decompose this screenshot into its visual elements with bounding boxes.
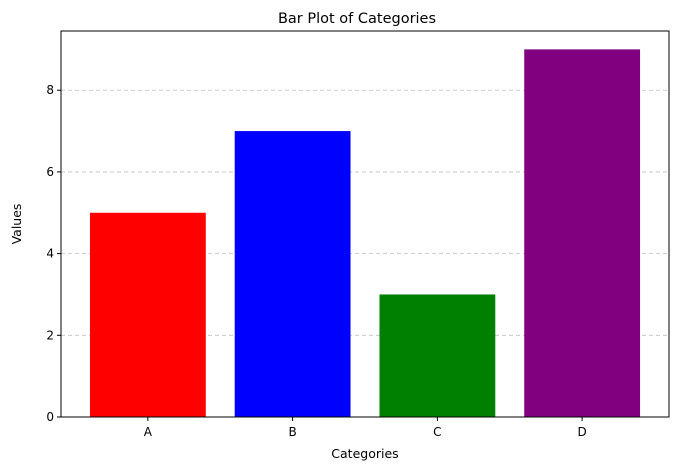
y-tick-label: 6 [46,165,54,179]
y-tick-label: 0 [46,410,54,424]
bar-c [379,294,496,417]
plot-frame [60,30,670,418]
y-tick-label: 8 [46,83,54,97]
x-tick-label: C [433,425,441,439]
y-tick-label: 2 [46,328,54,342]
chart-title: Bar Plot of Categories [278,11,436,27]
x-axis-label: Categories [331,446,398,461]
bar-d [524,49,641,417]
y-axis-label: Values [9,204,24,245]
x-tick-label: A [144,425,153,439]
y-axis: 0 2 4 6 8 [46,83,61,424]
bar-b [234,131,351,417]
x-tick-label: D [578,425,587,439]
bar-a [89,212,206,417]
x-tick-label: B [289,425,297,439]
x-axis: A B C D [144,417,587,439]
y-tick-label: 4 [46,247,54,261]
bars [89,49,641,417]
